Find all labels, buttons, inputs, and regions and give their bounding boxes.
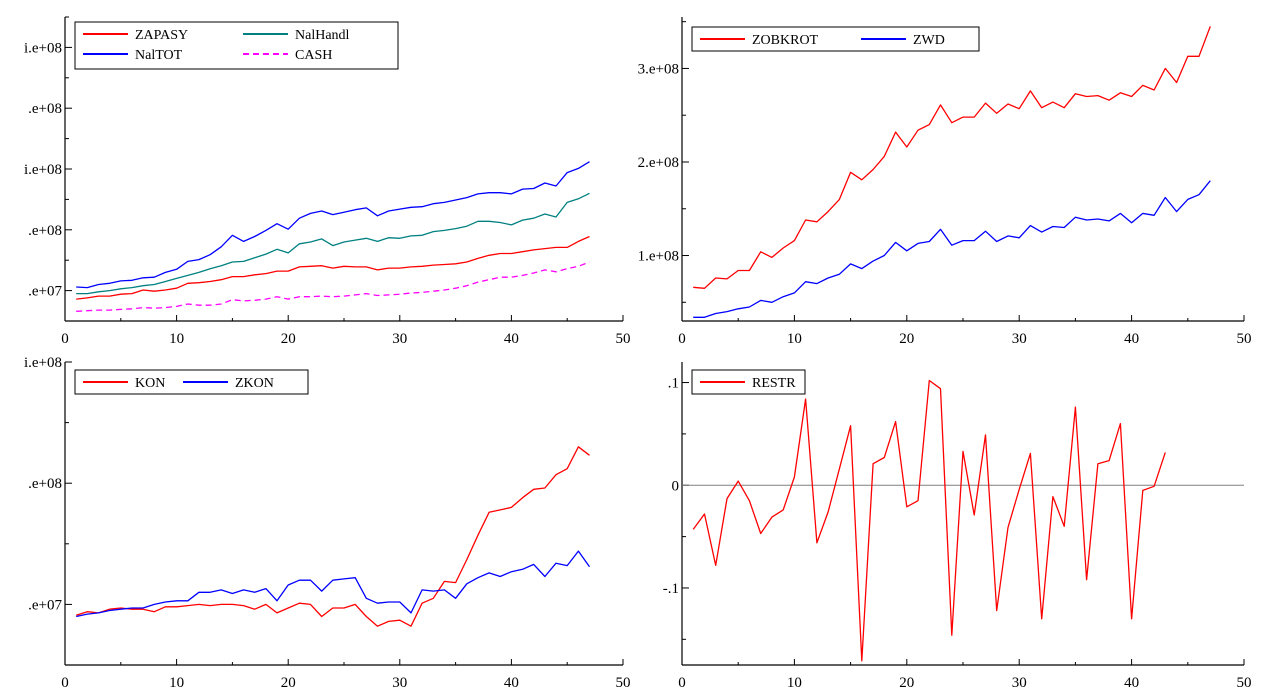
legend-label-nalhandl: NalHandl (295, 28, 350, 43)
series-line-cash (76, 261, 590, 312)
x-tick-label: 0 (61, 675, 69, 691)
y-tick-label: .e+07 (28, 284, 62, 300)
series-line-nalhandl (76, 192, 590, 295)
x-tick-label: 20 (281, 331, 296, 347)
legend-label-zkon: ZKON (235, 376, 274, 391)
y-tick-label: 1.e+08 (638, 249, 679, 265)
x-tick-label: 0 (61, 331, 69, 347)
x-tick-label: 40 (504, 675, 519, 691)
x-tick-label: 10 (787, 331, 802, 347)
legend-box (74, 21, 399, 70)
y-tick-label: .e+08 (28, 476, 62, 492)
x-tick-label: 0 (678, 331, 686, 347)
x-tick-label: 30 (1012, 675, 1027, 691)
y-tick-label: .e+08 (28, 101, 62, 117)
x-tick-label: 50 (1237, 675, 1252, 691)
chart-panel-1: 0 10 20 30 40 50 .e+07 .e+08 i.e+08 .e+08 i.e+08 ZA… (24, 16, 631, 347)
chart-panel-3: 0 10 20 30 40 50 .e+07 .e+08 i.e+08 KON ZKON (24, 355, 631, 691)
x-tick-label: 30 (392, 331, 407, 347)
chart-panel-4: 0 10 20 30 40 50 -.1 0 .1 RESTR (663, 362, 1252, 691)
y-tick-label: .1 (668, 376, 679, 392)
x-tick-label: 10 (169, 331, 184, 347)
x-tick-label: 10 (787, 675, 802, 691)
x-tick-label: 10 (169, 675, 184, 691)
legend-label-naltot: NalTOT (135, 48, 183, 63)
y-tick-label: i.e+08 (24, 355, 62, 371)
x-tick-label: 40 (504, 331, 519, 347)
series-line-kon (75, 446, 590, 627)
y-tick-label: -.1 (663, 581, 679, 597)
y-tick-label: 3.e+08 (638, 61, 679, 77)
y-tick-label: i.e+08 (24, 40, 62, 56)
legend-label-restr: RESTR (752, 376, 796, 391)
legend-label-zobkrot: ZOBKROT (752, 33, 819, 48)
x-tick-label: 20 (281, 675, 296, 691)
chart-panel-2: 0 10 20 30 40 50 1.e+08 2.e+08 3.e+08 ZOBKROT ZWD (638, 17, 1252, 347)
legend-label-kon: KON (135, 376, 165, 391)
x-tick-label: 40 (1124, 675, 1139, 691)
x-tick-label: 30 (1012, 331, 1027, 347)
y-tick-label: 2.e+08 (638, 155, 679, 171)
y-tick-label: i.e+08 (24, 162, 62, 178)
x-tick-label: 30 (392, 675, 407, 691)
x-tick-label: 50 (616, 331, 631, 347)
y-tick-label: .e+08 (28, 223, 62, 239)
series-line-zwd (693, 180, 1211, 318)
x-tick-label: 20 (899, 675, 914, 691)
y-tick-label: .e+07 (28, 597, 62, 613)
x-tick-label: 50 (1237, 331, 1252, 347)
series-line-naltot (76, 161, 590, 289)
x-tick-label: 40 (1124, 331, 1139, 347)
x-tick-label: 20 (899, 331, 914, 347)
x-tick-label: 0 (678, 675, 686, 691)
legend-label-zwd: ZWD (913, 33, 945, 48)
series-line-zapasy (76, 235, 590, 300)
y-tick-label: 0 (672, 478, 680, 494)
legend-label-zapasy: ZAPASY (135, 28, 188, 43)
series-line-zkon (76, 550, 591, 618)
series-line-zobkrot (693, 26, 1211, 289)
x-tick-label: 50 (616, 675, 631, 691)
series-line-restr (692, 379, 1166, 662)
legend-label-cash: CASH (295, 48, 332, 63)
